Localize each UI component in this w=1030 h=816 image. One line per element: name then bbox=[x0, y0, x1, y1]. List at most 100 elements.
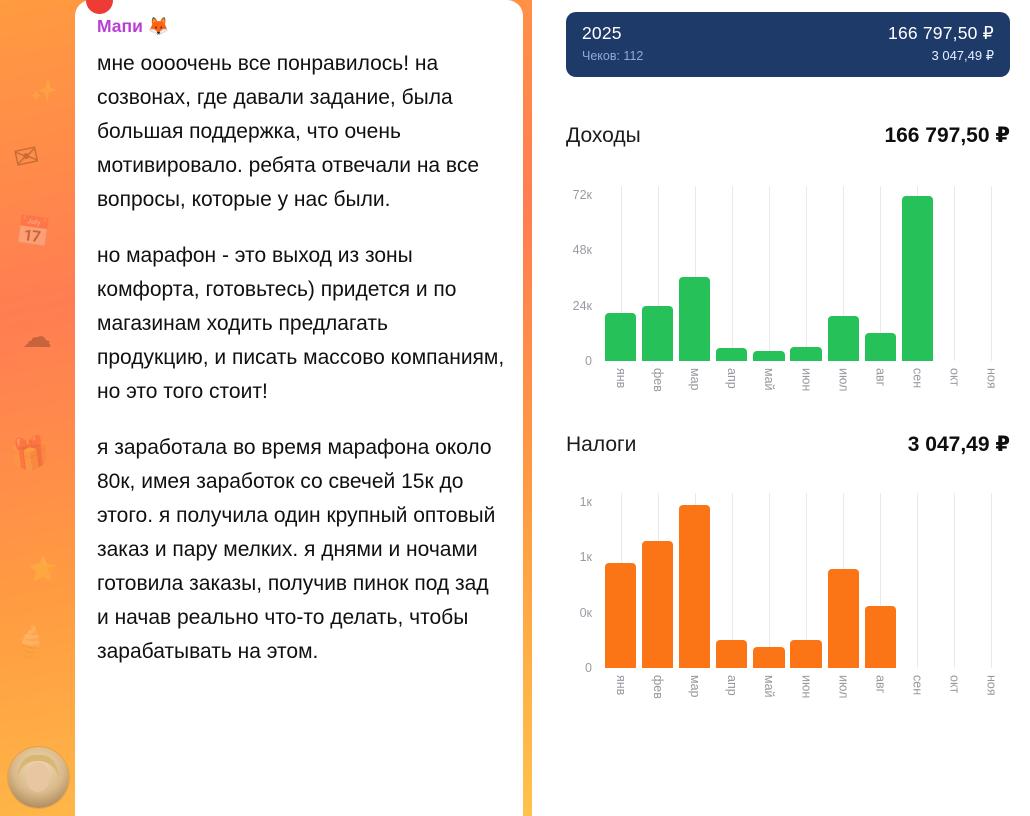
chart-column-фев bbox=[639, 186, 676, 361]
year-summary-card[interactable]: 2025 166 797,50 ₽ Чеков: 112 3 047,49 ₽ bbox=[566, 12, 1010, 77]
month-gridline bbox=[694, 186, 696, 361]
month-label: ноя bbox=[984, 675, 999, 696]
month-label-wrap: окт bbox=[936, 675, 973, 719]
month-label-wrap: июн bbox=[787, 368, 824, 412]
month-label: янв bbox=[613, 368, 628, 389]
summary-top-row: 2025 166 797,50 ₽ bbox=[582, 23, 994, 44]
month-label-wrap: ноя bbox=[973, 675, 1010, 719]
month-gridline bbox=[991, 186, 993, 361]
message-paragraph: мне оооочень все понравилось! на созвона… bbox=[97, 52, 480, 211]
month-label-wrap: мар bbox=[676, 368, 713, 412]
month-label-wrap: авг bbox=[862, 675, 899, 719]
chart-column-авг bbox=[862, 186, 899, 361]
month-label-wrap: май bbox=[750, 675, 787, 719]
month-gridline bbox=[657, 186, 659, 361]
tax-bar-фев bbox=[642, 540, 674, 668]
tax-chart: 0 0к 1к 1к янв фев мар апр май июн июл авг сен окт ноя bbox=[566, 493, 1010, 719]
month-gridline bbox=[731, 493, 733, 668]
month-label-wrap: июл bbox=[825, 368, 862, 412]
chart-column-апр bbox=[713, 186, 750, 361]
month-label-wrap: ноя bbox=[973, 368, 1010, 412]
chart-column-апр bbox=[713, 493, 750, 668]
message-paragraph: я заработала во время марафона около 80к… bbox=[97, 436, 496, 663]
month-gridline bbox=[843, 186, 845, 361]
tax-bar-июл bbox=[827, 569, 859, 668]
chart-column-мар bbox=[676, 186, 713, 361]
chart-column-ноя bbox=[973, 186, 1010, 361]
month-label-wrap: июл bbox=[825, 675, 862, 719]
tax-section-title: Налоги bbox=[566, 433, 637, 456]
avatar[interactable] bbox=[8, 747, 69, 808]
chart-column-окт bbox=[936, 493, 973, 668]
month-gridline bbox=[954, 186, 956, 361]
chart-column-янв bbox=[602, 186, 639, 361]
income-bar-май bbox=[753, 350, 785, 361]
month-label-wrap: апр bbox=[713, 368, 750, 412]
chart-column-май bbox=[750, 186, 787, 361]
month-label: фев bbox=[650, 675, 665, 699]
calendar-doodle-icon: 📅 bbox=[14, 213, 53, 250]
income-plot bbox=[602, 186, 1010, 361]
y-axis-tick: 1к bbox=[579, 494, 592, 509]
message-paragraph: но марафон - это выход из зоны комфорта,… bbox=[97, 244, 505, 403]
tax-section-header: Налоги 3 047,49 ₽ bbox=[566, 432, 1010, 457]
tax-plot bbox=[602, 493, 1010, 668]
icecream-doodle-icon: 🍦 bbox=[9, 623, 52, 662]
income-x-labels: янв фев мар апр май июн июл авг сен окт ноя bbox=[602, 368, 1010, 412]
month-label-wrap: фев bbox=[639, 368, 676, 412]
month-gridline bbox=[991, 493, 993, 668]
month-label-wrap: сен bbox=[899, 368, 936, 412]
envelope-doodle-icon: ✉ bbox=[10, 138, 43, 177]
month-label: апр bbox=[725, 675, 740, 696]
gift-doodle-icon: 🎁 bbox=[7, 433, 53, 475]
month-label: июл bbox=[836, 675, 851, 699]
y-axis-tick: 72к bbox=[572, 188, 592, 203]
chart-column-мар bbox=[676, 493, 713, 668]
month-label-wrap: фев bbox=[639, 675, 676, 719]
chart-column-ноя bbox=[973, 493, 1010, 668]
chart-column-фев bbox=[639, 493, 676, 668]
cloud-doodle-icon: ☁ bbox=[22, 321, 52, 354]
month-label-wrap: июн bbox=[787, 675, 824, 719]
month-gridline bbox=[620, 186, 622, 361]
income-bar-фев bbox=[642, 305, 674, 361]
chart-column-июл bbox=[825, 493, 862, 668]
sparkle-doodle-icon: ✨ bbox=[30, 78, 58, 103]
y-axis-tick: 0 bbox=[585, 354, 592, 368]
tax-bar-июн bbox=[790, 640, 822, 668]
star-doodle-icon: ⭐ bbox=[28, 556, 58, 583]
month-gridline bbox=[880, 493, 882, 668]
summary-year: 2025 bbox=[582, 23, 622, 43]
summary-checks-count: Чеков: 112 bbox=[582, 49, 644, 63]
income-y-axis: 0 24к 48к 72к bbox=[566, 186, 602, 368]
month-gridline bbox=[880, 186, 882, 361]
income-bar-июл bbox=[827, 316, 859, 361]
month-label-wrap: янв bbox=[602, 368, 639, 412]
tax-bar-авг bbox=[864, 605, 896, 668]
month-gridline bbox=[806, 186, 808, 361]
month-label-wrap: янв bbox=[602, 675, 639, 719]
chart-column-янв bbox=[602, 493, 639, 668]
tax-bar-май bbox=[753, 646, 785, 668]
income-section-header: Доходы 166 797,50 ₽ bbox=[566, 123, 1010, 148]
sender-name[interactable]: Мапи 🦊 bbox=[97, 16, 170, 36]
month-label: окт bbox=[947, 675, 962, 694]
y-axis-tick: 24к bbox=[572, 298, 592, 313]
income-section-amount: 166 797,50 ₽ bbox=[884, 124, 1010, 147]
chart-column-июн bbox=[787, 493, 824, 668]
tax-section-amount: 3 047,49 ₽ bbox=[907, 433, 1010, 456]
month-label: май bbox=[762, 368, 777, 391]
summary-bottom-row: Чеков: 112 3 047,49 ₽ bbox=[582, 48, 994, 64]
income-bar-апр bbox=[716, 348, 748, 361]
chart-column-июл bbox=[825, 186, 862, 361]
telegram-chat-panel: ✨ ✉ 📅 ☁ 🎁 ⭐ 🍦 Мапи 🦊 мне оооочень все по… bbox=[0, 0, 532, 816]
month-label: окт bbox=[947, 368, 962, 387]
chart-column-май bbox=[750, 493, 787, 668]
tax-bar-мар bbox=[679, 505, 711, 668]
income-bar-сен bbox=[901, 196, 933, 361]
income-section-title: Доходы bbox=[566, 124, 641, 147]
tax-app-panel: 2025 166 797,50 ₽ Чеков: 112 3 047,49 ₽ … bbox=[532, 0, 1030, 816]
notification-dot bbox=[86, 0, 113, 14]
y-axis-tick: 1к bbox=[579, 550, 592, 565]
